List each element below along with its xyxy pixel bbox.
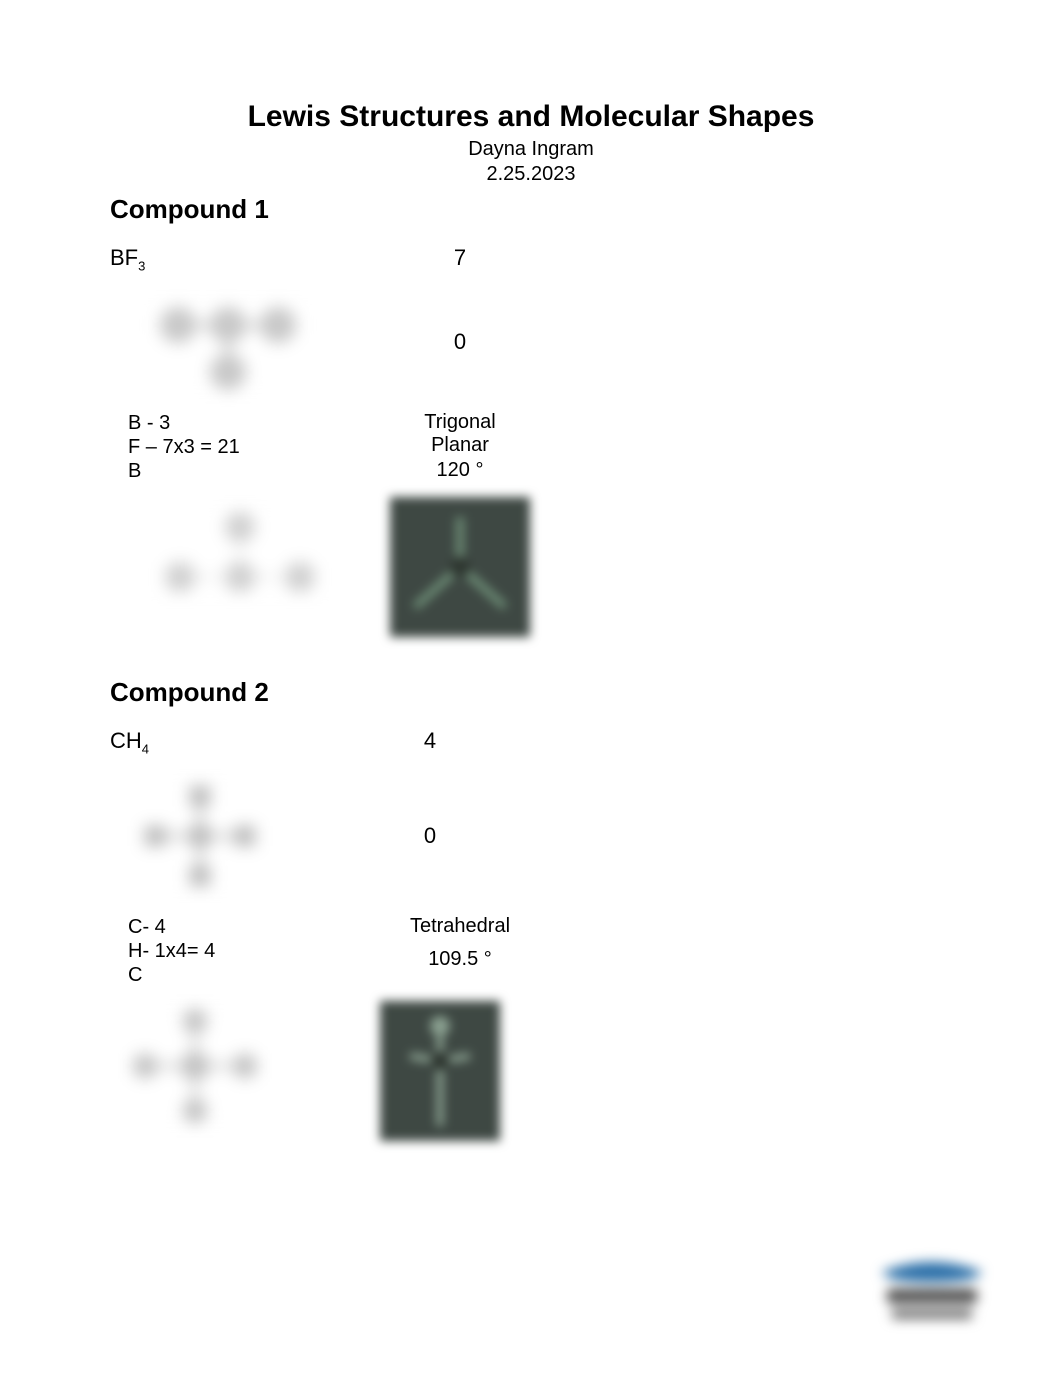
compound-1-formula: BF3 (110, 245, 145, 270)
molecular-model-image-2 (380, 1001, 500, 1141)
calc-line: C- 4 (128, 915, 370, 939)
formula-base: BF (110, 245, 138, 270)
lewis-structure-image-1 (128, 287, 328, 397)
compound-1-calculations: B - 3 F – 7x3 = 21 B (110, 411, 370, 483)
formula-subscript: 3 (138, 258, 145, 273)
compound-1-bond-angle: 120 ° (370, 459, 550, 482)
lewis-structure-image-3 (120, 771, 280, 901)
formula-subscript: 4 (142, 742, 149, 757)
page-title: Lewis Structures and Molecular Shapes (110, 100, 952, 134)
calc-line: B - 3 (128, 411, 370, 435)
molecular-model-image-1 (390, 497, 530, 637)
compound-1-value-mid: 0 (454, 329, 466, 354)
compound-2-value-mid: 0 (424, 823, 436, 848)
calc-line: B (128, 459, 370, 483)
compound-1-value-top: 7 (454, 245, 466, 270)
compound-2-value-top: 4 (424, 728, 436, 753)
compound-1-block: Compound 1 BF3 7 0 (110, 194, 952, 637)
brand-logo (862, 1247, 1002, 1337)
shape-line: Planar (370, 434, 550, 457)
compound-2-calculations: C- 4 H- 1x4= 4 C (110, 915, 370, 987)
formula-base: CH (110, 728, 142, 753)
calc-line: C (128, 963, 370, 987)
shape-line: Trigonal (370, 411, 550, 434)
lewis-structure-image-2 (140, 497, 340, 617)
document-date: 2.25.2023 (110, 163, 952, 186)
compound-2-heading: Compound 2 (110, 677, 952, 708)
compound-2-shape-name: Tetrahedral (370, 915, 550, 938)
calc-line: F – 7x3 = 21 (128, 435, 370, 459)
lewis-structure-image-4 (120, 1001, 270, 1131)
author-name: Dayna Ingram (110, 138, 952, 161)
compound-1-shape-name: Trigonal Planar (370, 411, 550, 457)
compound-2-block: Compound 2 CH4 4 (110, 677, 952, 1140)
compound-1-heading: Compound 1 (110, 194, 952, 225)
calc-line: H- 1x4= 4 (128, 939, 370, 963)
compound-2-formula: CH4 (110, 728, 149, 753)
compound-2-bond-angle: 109.5 ° (370, 948, 550, 971)
